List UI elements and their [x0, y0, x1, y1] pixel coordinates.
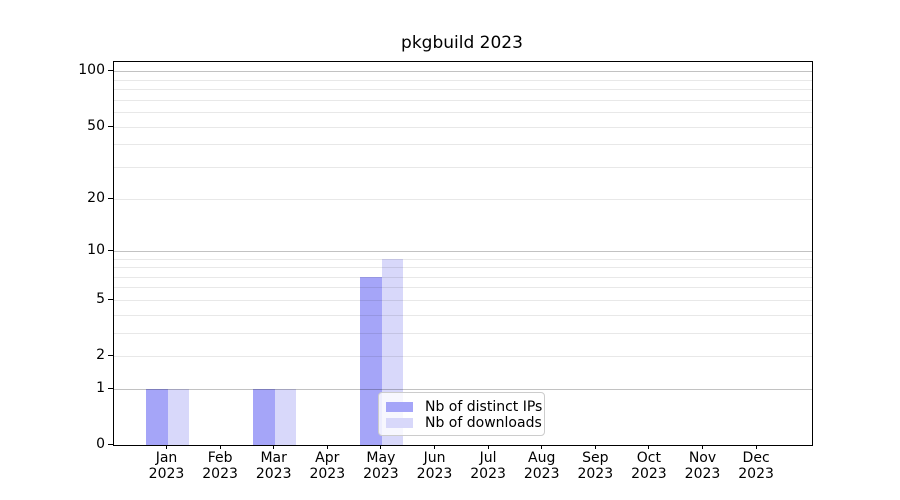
x-tick-mark — [166, 445, 167, 449]
x-tick-mark — [434, 445, 435, 449]
gridline-minor — [114, 112, 812, 114]
x-tick-mark — [273, 445, 275, 449]
y-tick-mark — [108, 298, 113, 300]
gridline-major — [114, 388, 812, 390]
x-tick-label: Apr 2023 — [309, 450, 346, 482]
y-tick-mark — [108, 70, 113, 72]
y-tick-label: 20 — [87, 189, 105, 206]
gridline-major — [114, 250, 812, 252]
bar-downloads-jan — [167, 388, 189, 445]
y-tick-label: 2 — [96, 347, 105, 364]
gridline-major — [114, 71, 812, 73]
x-tick-label: Aug 2023 — [523, 450, 560, 482]
gridline-minor — [114, 167, 812, 168]
y-tick-label: 1 — [96, 379, 105, 396]
y-tick-mark — [108, 197, 113, 199]
x-tick-mark — [594, 445, 596, 449]
gridline-minor — [114, 126, 812, 128]
gridline-minor — [114, 267, 812, 269]
x-tick-mark — [326, 445, 328, 449]
x-tick-label: Oct 2023 — [631, 450, 667, 482]
bar-distinct-ips-mar — [253, 388, 275, 445]
legend-swatch-downloads — [386, 418, 413, 428]
gridline-minor — [114, 276, 812, 278]
x-tick-mark — [219, 445, 221, 449]
y-tick-label: 0 — [96, 436, 105, 452]
gridline-minor — [114, 79, 812, 81]
x-tick-label: Dec 2023 — [738, 450, 774, 482]
y-tick-mark — [108, 444, 113, 445]
gridline-minor — [114, 332, 812, 334]
x-tick-mark — [755, 445, 757, 449]
gridline-minor — [114, 144, 812, 146]
y-tick-mark — [108, 249, 113, 251]
x-tick-mark — [541, 445, 543, 449]
x-tick-mark — [380, 445, 382, 449]
legend-label-downloads: Nb of downloads — [425, 415, 542, 431]
legend: Nb of distinct IPs Nb of downloads — [378, 392, 545, 436]
x-tick-mark — [702, 445, 703, 449]
y-tick-label: 5 — [96, 290, 105, 307]
x-tick-label: Sep 2023 — [577, 450, 614, 482]
gridline-minor — [114, 314, 812, 316]
gridline-minor — [114, 287, 812, 289]
x-tick-label: Jun 2023 — [416, 450, 453, 482]
x-tick-label: Mar 2023 — [255, 450, 292, 482]
x-tick-mark — [648, 445, 650, 449]
y-tick-mark — [108, 125, 113, 127]
plot-area — [113, 61, 813, 446]
y-tick-mark — [108, 355, 113, 357]
gridline-minor — [114, 99, 812, 101]
bar-downloads-mar — [274, 388, 297, 445]
x-tick-label: Jul 2023 — [470, 450, 506, 482]
x-tick-label: Jan 2023 — [148, 450, 185, 482]
legend-label-distinct-ips: Nb of distinct IPs — [425, 399, 543, 415]
y-tick-label: 100 — [78, 62, 105, 79]
gridline-minor — [114, 356, 812, 358]
gridline-minor — [114, 299, 812, 301]
chart-title: pkgbuild 2023 — [401, 33, 523, 53]
y-tick-mark — [108, 387, 113, 389]
bar-distinct-ips-jan — [146, 388, 168, 445]
x-tick-label: May 2023 — [363, 450, 399, 482]
x-tick-label: Nov 2023 — [684, 450, 721, 482]
y-tick-label: 50 — [87, 117, 105, 134]
x-tick-mark — [487, 445, 489, 449]
gridline-minor — [114, 89, 812, 91]
bar-distinct-ips-may — [360, 276, 382, 445]
legend-swatch-distinct-ips — [386, 402, 413, 412]
x-tick-label: Feb 2023 — [202, 450, 238, 482]
gridline-minor — [114, 198, 812, 200]
gridline-minor — [114, 258, 812, 260]
legend-item-distinct-ips: Nb of distinct IPs — [386, 399, 542, 415]
legend-item-downloads: Nb of downloads — [386, 415, 542, 431]
y-tick-label: 10 — [87, 241, 105, 258]
